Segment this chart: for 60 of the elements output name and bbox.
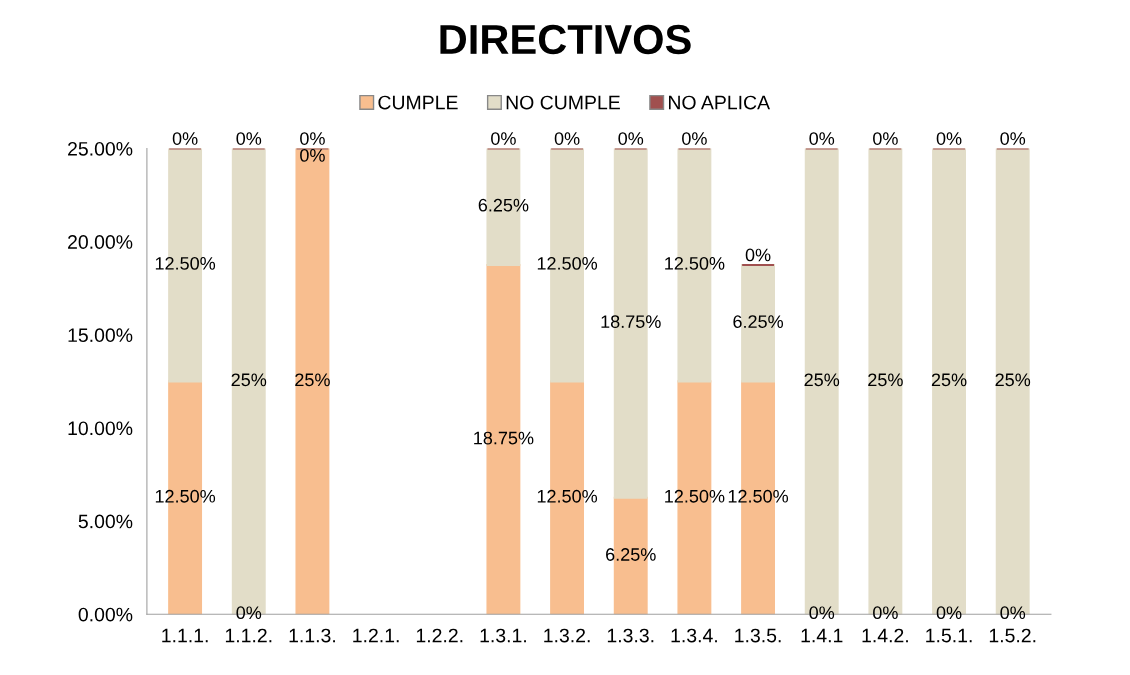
x-tick-label: 1.1.1. [162, 628, 208, 643]
data-label: 0% [236, 606, 262, 620]
x-tick-label: 1.3.2. [544, 628, 590, 643]
data-label: 12.50% [665, 257, 725, 270]
data-label: 0% [745, 248, 771, 262]
x-tick-label: 1.3.5. [735, 628, 781, 643]
x-tick-label: 1.2.1. [353, 628, 399, 643]
data-label: 25% [868, 373, 903, 387]
data-label: 0% [809, 606, 835, 620]
x-tick-label: 1.3.3. [607, 628, 654, 643]
data-label: 25% [295, 373, 330, 387]
data-label: 12.50% [537, 489, 598, 503]
data-label: 0% [300, 132, 325, 145]
data-label: 12.50% [665, 489, 725, 503]
data-label: 0% [554, 132, 580, 145]
data-label: 6.25% [478, 198, 529, 212]
data-label: 0% [491, 132, 516, 145]
data-label: 18.75% [601, 315, 661, 328]
x-tick-label: 1.3.1. [480, 628, 526, 643]
data-label: 0% [936, 606, 962, 620]
x-tick-label: 1.2.2. [416, 628, 463, 643]
data-label: 25% [231, 373, 267, 387]
data-label: 0% [1000, 606, 1026, 620]
x-tick-label: 1.3.4. [671, 628, 717, 643]
data-label: 6.25% [733, 315, 784, 328]
data-label: 0% [300, 148, 325, 162]
chart-title: DIRECTIVOS [440, 24, 691, 55]
legend-label: NO CUMPLE [506, 95, 620, 110]
data-label: 12.50% [155, 257, 216, 270]
x-tick-label: 1.4.2. [862, 628, 908, 643]
data-label: 12.50% [155, 489, 216, 503]
x-tick-label: 1.1.3. [289, 628, 335, 643]
data-label: 25% [931, 373, 967, 387]
y-tick-label: 0.00% [78, 607, 133, 622]
data-label: 18.75% [474, 431, 534, 445]
data-label: 0% [936, 132, 962, 145]
data-label: 25% [804, 373, 840, 387]
x-tick-label: 1.5.1. [926, 628, 972, 643]
y-tick-label: 25.00% [68, 141, 133, 156]
data-label: 0% [682, 132, 707, 145]
x-tick-label: 1.1.2. [225, 628, 272, 643]
x-tick-label: 1.4.1 [801, 628, 843, 643]
data-label: 6.25% [606, 548, 656, 561]
data-label: 0% [618, 132, 644, 145]
x-tick-label: 1.5.2. [989, 628, 1036, 643]
data-label: 0% [873, 606, 898, 620]
data-label: 12.50% [728, 489, 789, 503]
y-tick-label: 5.00% [78, 514, 133, 529]
data-label: 0% [809, 132, 835, 145]
y-tick-label: 20.00% [68, 235, 133, 249]
legend-label: NO APLICA [669, 95, 771, 110]
data-label: 0% [172, 132, 198, 145]
data-label: 12.50% [537, 257, 598, 270]
data-label: 0% [873, 132, 898, 145]
y-tick-label: 10.00% [68, 421, 133, 436]
data-label: 25% [995, 373, 1031, 387]
y-tick-label: 15.00% [68, 328, 133, 343]
data-label: 0% [1000, 132, 1026, 145]
data-label: 0% [236, 132, 262, 145]
legend-label: CUMPLE [378, 95, 458, 110]
